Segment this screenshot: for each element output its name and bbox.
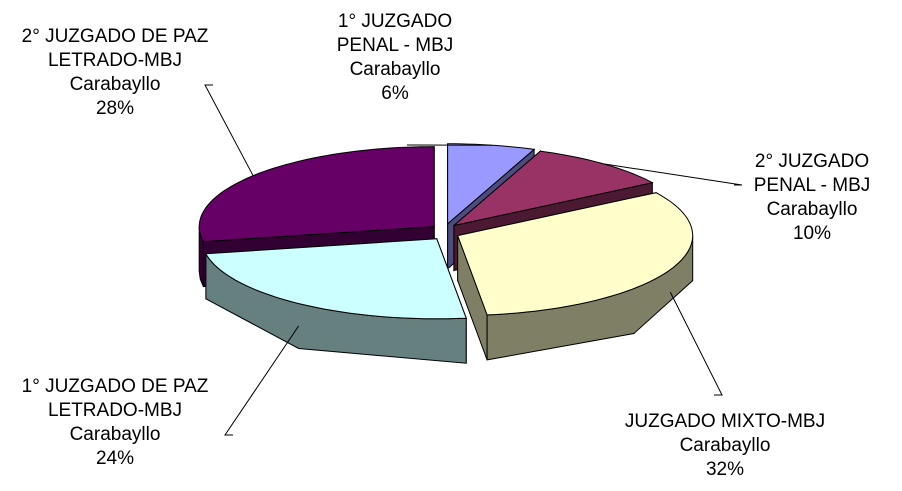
data-label: 1° JUZGADO PENAL - MBJ Carabayllo 6% — [315, 10, 475, 106]
slice — [456, 192, 694, 316]
data-label: JUZGADO MIXTO-MBJ Carabayllo 32% — [615, 410, 835, 482]
data-label: 2° JUZGADO PENAL - MBJ Carabayllo 10% — [737, 150, 887, 246]
percent-label: 24% — [95, 448, 135, 469]
percent-label: 32% — [705, 459, 745, 480]
category-label: 1° JUZGADO PENAL - MBJ Carabayllo — [336, 11, 454, 80]
category-label: 1° JUZGADO DE PAZ LETRADO-MBJ Carabayllo — [21, 376, 209, 445]
leader-line — [603, 163, 743, 186]
category-label: JUZGADO MIXTO-MBJ Carabayllo — [624, 411, 826, 456]
leader-line — [224, 325, 300, 436]
leader-line — [669, 291, 723, 396]
data-label: 2° JUZGADO DE PAZ LETRADO-MBJ Carabayllo… — [5, 25, 225, 121]
slice — [205, 238, 467, 320]
percent-label: 28% — [95, 98, 135, 119]
category-label: 2° JUZGADO PENAL - MBJ Carabayllo — [753, 151, 871, 220]
leader-line — [204, 84, 254, 176]
data-label: 1° JUZGADO DE PAZ LETRADO-MBJ Carabayllo… — [5, 375, 225, 471]
category-label: 2° JUZGADO DE PAZ LETRADO-MBJ Carabayllo — [21, 26, 209, 95]
slice — [198, 146, 435, 243]
percent-label: 6% — [381, 83, 409, 104]
percent-label: 10% — [792, 223, 832, 244]
